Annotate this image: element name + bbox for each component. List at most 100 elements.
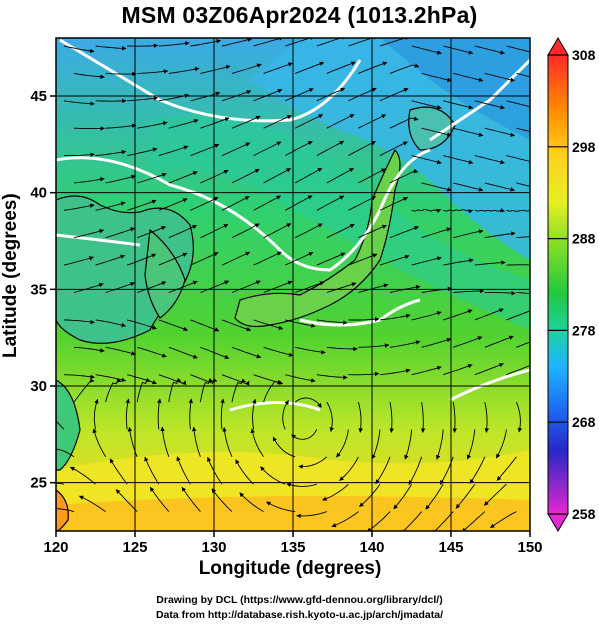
streamline: [95, 98, 127, 104]
streamline: [371, 429, 381, 460]
streamline: [149, 486, 170, 512]
streamline: [453, 336, 483, 348]
streamline: [220, 398, 225, 430]
colorbar-label: 278: [572, 322, 596, 338]
streamline: [411, 365, 442, 376]
streamline: [474, 363, 504, 376]
streamline: [474, 155, 505, 165]
streamline: [158, 374, 187, 386]
streamline: [316, 319, 348, 325]
streamline: [263, 280, 293, 293]
streamline: [326, 401, 334, 432]
streamline: [421, 227, 452, 239]
streamline: [516, 127, 530, 133]
streamline: [56, 482, 65, 485]
credit-data: Data from http://database.rish.kyoto‐u.a…: [155, 609, 444, 621]
streamline: [127, 147, 158, 157]
streamline: [496, 429, 507, 459]
y-tick-label: 40: [30, 185, 47, 202]
streamline: [411, 256, 442, 266]
streamline: [285, 374, 316, 383]
streamline: [316, 374, 348, 380]
streamline: [137, 225, 167, 239]
streamline: [379, 88, 409, 102]
streamline: [250, 428, 264, 458]
streamline: [239, 492, 264, 512]
streamline: [221, 142, 251, 157]
streamline: [222, 426, 233, 457]
streamline: [474, 45, 505, 55]
streamline: [453, 288, 485, 294]
streamline: [484, 182, 515, 192]
streamline: [336, 429, 349, 458]
streamline: [190, 91, 221, 102]
streamline: [484, 335, 514, 348]
streamline: [421, 337, 452, 348]
streamline: [231, 280, 261, 293]
streamline: [221, 196, 250, 211]
colorbar-ticks: 308 298 288 278 268 258: [548, 47, 596, 522]
y-tick-label: 25: [30, 475, 47, 492]
streamline: [127, 199, 157, 211]
streamline: [92, 428, 106, 458]
y-tick-label: 30: [30, 378, 47, 395]
streamline: [285, 251, 314, 266]
streamline: [73, 72, 105, 80]
streamline: [516, 182, 530, 187]
streamline: [443, 209, 474, 214]
x-tick-label: 145: [438, 539, 463, 556]
streamline: [379, 196, 409, 211]
streamline: [316, 252, 346, 266]
streamline: [484, 127, 515, 137]
streamline: [263, 346, 294, 357]
streamline: [176, 456, 191, 485]
streamline: [221, 374, 250, 386]
streamline: [295, 346, 326, 355]
streamline: [253, 319, 284, 330]
streamline: [231, 63, 262, 74]
streamline: [115, 489, 138, 512]
streamline: [516, 236, 530, 239]
colorbar: 308 298 288 278 268 258: [547, 37, 596, 532]
streamline: [358, 343, 390, 348]
streamline: [285, 319, 316, 328]
streamline: [144, 456, 160, 485]
streamline: [379, 141, 408, 156]
streamline: [348, 317, 380, 322]
streamline: [63, 374, 95, 380]
colorbar-label: 308: [572, 47, 596, 63]
streamline: [316, 87, 346, 102]
streamline: [168, 346, 198, 359]
streamline: [411, 155, 442, 165]
streamline: [105, 71, 137, 77]
streamline: [200, 64, 231, 74]
streamline: [469, 456, 486, 484]
x-axis-ticks: 120 125 130 135 140 145 150: [43, 531, 543, 556]
contour-lines: [56, 38, 530, 412]
streamline: [316, 195, 345, 211]
streamline: [221, 38, 253, 47]
streamline: [379, 254, 410, 266]
streamline: [359, 483, 381, 508]
streamline: [93, 398, 99, 430]
streamline: [357, 401, 363, 433]
streamline: [348, 38, 378, 47]
streamline: [158, 41, 190, 47]
x-axis-label: Longitude (degrees): [198, 558, 382, 579]
x-tick-label: 150: [517, 539, 542, 556]
colorbar-bottom-arrow: [547, 513, 569, 532]
colorbar-top-arrow: [547, 37, 569, 56]
streamline: [348, 196, 377, 211]
streamline: [200, 346, 230, 359]
streamline: [286, 482, 317, 488]
x-tick-label: 130: [201, 539, 226, 556]
streamline: [231, 378, 247, 403]
streamline: [105, 282, 136, 293]
streamline: [296, 511, 327, 519]
streamlines: [56, 38, 530, 531]
streamline: [56, 508, 75, 513]
x-tick-label: 140: [359, 539, 384, 556]
streamline: [474, 308, 504, 321]
streamline: [516, 72, 530, 78]
